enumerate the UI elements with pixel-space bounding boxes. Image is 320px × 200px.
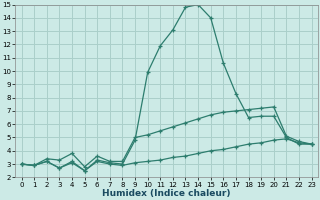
X-axis label: Humidex (Indice chaleur): Humidex (Indice chaleur) <box>102 189 231 198</box>
